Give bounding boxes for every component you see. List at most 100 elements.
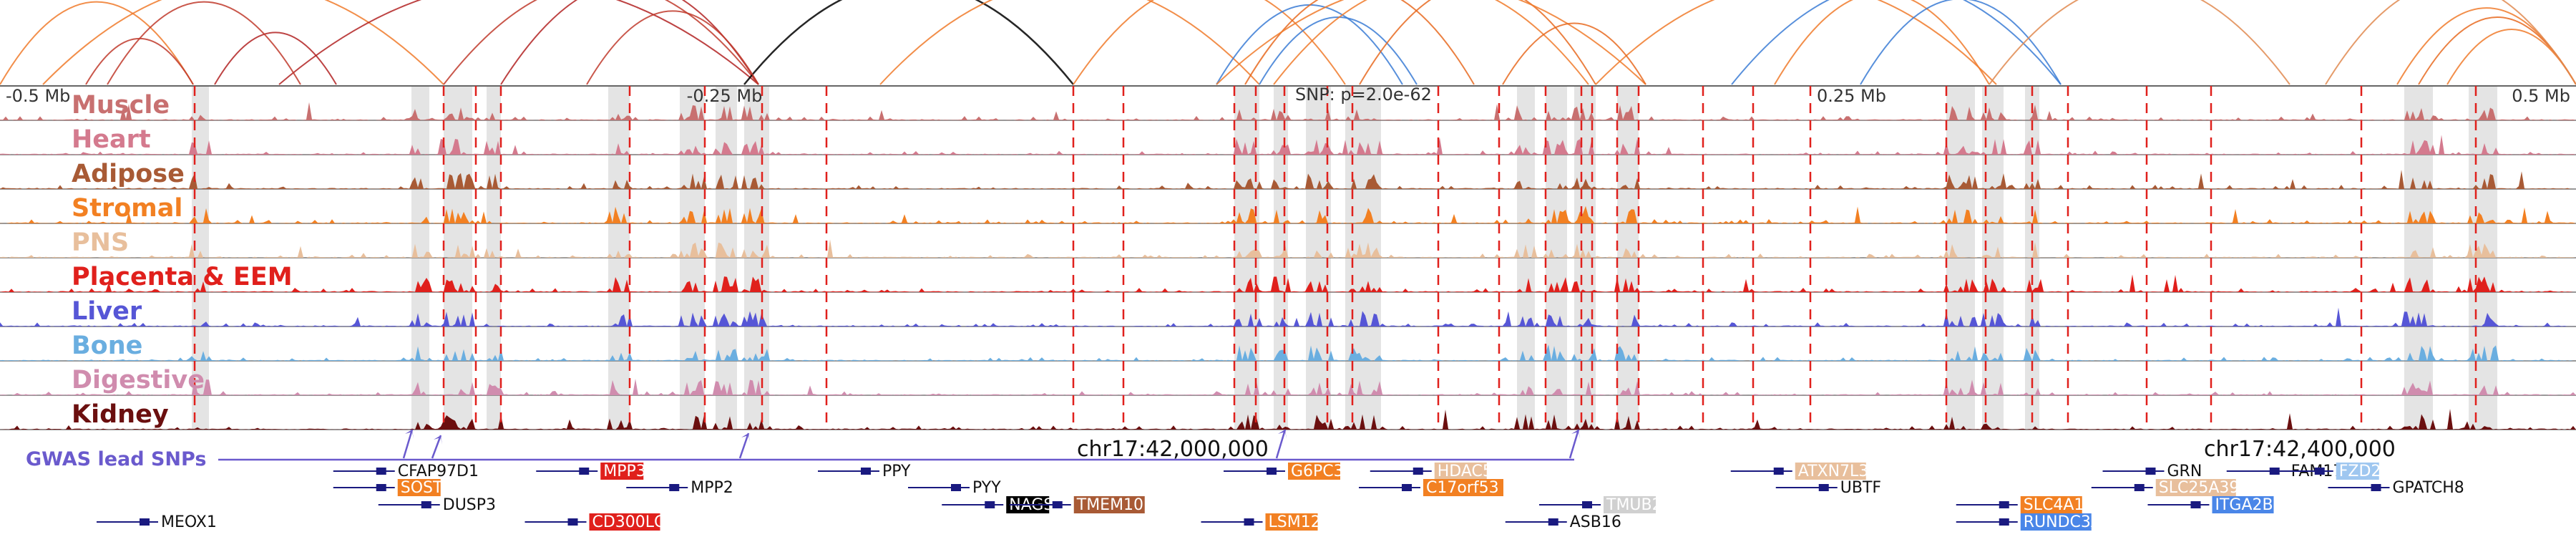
gwas-snp-arrow bbox=[434, 435, 442, 445]
gene-exon bbox=[421, 501, 431, 508]
gwas-snp-tick bbox=[431, 435, 442, 459]
loop-arc bbox=[1273, 0, 1589, 85]
gene-ppy: PPY bbox=[818, 463, 911, 480]
gwas-snp-tick bbox=[402, 429, 414, 459]
gene-label: DUSP3 bbox=[443, 496, 496, 514]
gene-exon bbox=[2145, 468, 2156, 475]
gene-exon bbox=[861, 468, 871, 475]
gene-exon bbox=[579, 468, 590, 475]
gene-label-box bbox=[589, 513, 660, 531]
track-signal bbox=[0, 274, 2576, 292]
gwas-snp-arrow bbox=[1278, 430, 1287, 439]
gene-meox1: MEOX1 bbox=[97, 513, 217, 531]
loop-arc bbox=[879, 0, 1260, 85]
loop-arc bbox=[42, 0, 444, 85]
loop-arc bbox=[1774, 0, 1990, 85]
loop-arc bbox=[1216, 0, 1646, 85]
gwas-snp-tick bbox=[1275, 429, 1287, 459]
gene-atxn7l3: ATXN7L3 bbox=[1730, 463, 1868, 480]
gwas-snp-arrow bbox=[1571, 430, 1580, 439]
loop-arc bbox=[107, 1, 301, 85]
gene-tmub2: TMUB2 bbox=[1539, 496, 1662, 514]
gene-label: RUNDC3A bbox=[2024, 513, 2102, 531]
gene-exon bbox=[1413, 468, 1423, 475]
gene-label-box bbox=[1434, 463, 1487, 480]
gene-exon bbox=[140, 518, 150, 526]
gene-label: SOST bbox=[401, 479, 443, 497]
loop-arc bbox=[1595, 0, 1997, 85]
gene-label-box bbox=[1265, 513, 1318, 531]
gene-exon bbox=[2371, 484, 2381, 491]
ruler-tick-label: 0.25 Mb bbox=[1817, 86, 1886, 106]
gene-exon bbox=[1548, 518, 1558, 526]
gene-pyy: PYY bbox=[908, 479, 1001, 497]
gene-label-box bbox=[2020, 513, 2092, 531]
gene-lsm12: LSM12 bbox=[1201, 513, 1321, 531]
track-signal bbox=[0, 379, 2576, 395]
gene-exon bbox=[376, 484, 386, 491]
loop-arc bbox=[0, 1, 194, 85]
track-label-pns: PNS bbox=[72, 228, 129, 257]
gene-label: FZD2 bbox=[2339, 463, 2381, 480]
gene-cd300lg: CD300LG bbox=[525, 513, 667, 531]
gene-label: PPY bbox=[882, 463, 911, 480]
gene-exon bbox=[1999, 518, 2009, 526]
gene-sost: SOST bbox=[333, 479, 443, 497]
gene-exon bbox=[1999, 501, 2009, 508]
gene-cfap97d1: CFAP97D1 bbox=[333, 463, 479, 480]
gene-label: MPP3 bbox=[603, 463, 646, 480]
gene-exon bbox=[376, 468, 386, 475]
gene-exon bbox=[985, 501, 995, 508]
gene-label: ASB16 bbox=[1570, 513, 1621, 531]
gene-label: CFAP97D1 bbox=[398, 463, 479, 480]
track-label-placenta-eem: Placenta & EEM bbox=[72, 263, 293, 291]
loop-arc bbox=[1731, 0, 2062, 85]
gene-label-box bbox=[1288, 463, 1340, 480]
gene-exon bbox=[2314, 468, 2325, 475]
gene-label: LSM12 bbox=[1269, 513, 1321, 531]
gene-label: GRN bbox=[2167, 463, 2202, 480]
gene-exon bbox=[1402, 484, 1412, 491]
ruler-tick-label: -0.25 Mb bbox=[687, 86, 763, 106]
gene-exon bbox=[2134, 484, 2145, 491]
loop-arc bbox=[1073, 0, 1346, 85]
gene-exon bbox=[951, 484, 961, 491]
track-labels: Muscle Heart Adipose Stromal PNS Placenta & E… bbox=[72, 91, 293, 429]
gene-itga2b: ITGA2B bbox=[2147, 496, 2274, 514]
gene-label: G6PC3 bbox=[1291, 463, 1344, 480]
gene-label: TMUB2 bbox=[1606, 496, 1662, 514]
gwas-snp-tick bbox=[738, 432, 750, 459]
genomic-ruler: -0.5 Mb -0.25 Mb 0.25 Mb 0.5 Mb SNP: p=2.0e-… bbox=[6, 84, 2570, 462]
gene-asb16: ASB16 bbox=[1505, 513, 1621, 531]
gene-label: CD300LG bbox=[592, 513, 667, 531]
gene-label-box bbox=[2155, 479, 2236, 496]
loop-arc bbox=[1216, 4, 1403, 85]
track-label-liver: Liver bbox=[72, 297, 142, 326]
ruler-tick-label: -0.5 Mb bbox=[6, 86, 70, 106]
track-label-digestive: Digestive bbox=[72, 366, 205, 395]
gene-label-box bbox=[1073, 496, 1145, 513]
gene-annotations: CFAP97D1 MPP3 PPY G6PC3 HDAC5 ATXN7L3 GRN FAM17… bbox=[97, 463, 2464, 531]
gene-label: ITGA2B bbox=[2215, 496, 2273, 514]
gene-label-box bbox=[1423, 479, 1503, 496]
gene-label: HDAC5 bbox=[1438, 463, 1493, 480]
genomic-coordinate-label: chr17:42,000,000 bbox=[1077, 437, 1269, 462]
track-label-heart: Heart bbox=[72, 125, 151, 154]
gene-mpp3: MPP3 bbox=[536, 463, 646, 480]
gene-rundc3a: RUNDC3A bbox=[1956, 513, 2102, 531]
gene-hdac5: HDAC5 bbox=[1370, 463, 1493, 480]
loop-arc bbox=[278, 0, 759, 85]
loop-arc bbox=[443, 0, 759, 85]
gene-label: PYY bbox=[972, 479, 1001, 497]
gene-label-box bbox=[397, 479, 441, 496]
gene-tmem101: TMEM101 bbox=[1009, 496, 1153, 514]
loop-arc bbox=[1860, 0, 2062, 85]
track-label-bone: Bone bbox=[72, 332, 142, 360]
gene-label: SLC25A39 bbox=[2159, 479, 2240, 497]
loop-arc bbox=[1359, 0, 1596, 85]
gwas-snp-arrow bbox=[741, 433, 750, 442]
track-signal bbox=[0, 135, 2576, 155]
gene-fzd2: FZD2 bbox=[2271, 463, 2381, 480]
genomic-coordinate-label: chr17:42,400,000 bbox=[2204, 437, 2396, 462]
